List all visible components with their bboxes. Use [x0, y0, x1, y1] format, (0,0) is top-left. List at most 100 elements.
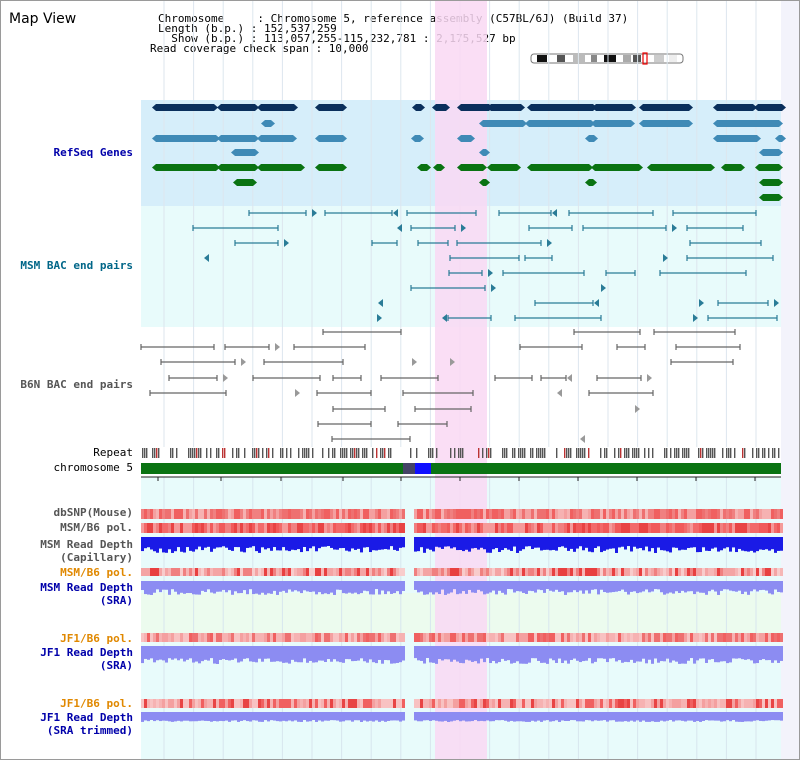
depth-bar — [681, 712, 684, 721]
depth-bar — [465, 712, 468, 722]
depth-bar — [381, 712, 384, 721]
heat-cell — [450, 633, 453, 642]
heat-cell — [222, 699, 225, 708]
heat-cell — [660, 633, 663, 642]
depth-bar — [477, 581, 480, 590]
repeat-mark — [256, 448, 258, 458]
msm-b6-pol-label[interactable]: MSM/B6 pol. — [60, 521, 133, 534]
msm-b6-pol-label-2[interactable]: MSM/B6 pol. — [60, 566, 133, 579]
heat-cell — [156, 509, 159, 519]
heat-cell — [636, 699, 639, 708]
depth-bar — [486, 712, 489, 721]
heat-cell — [141, 523, 144, 533]
heat-cell — [192, 523, 195, 533]
depth-bar — [261, 712, 264, 722]
repeat-mark — [280, 448, 282, 458]
heat-cell — [777, 699, 780, 708]
heat-cell — [720, 568, 723, 576]
heat-cell — [360, 699, 363, 708]
depth-bar — [315, 712, 318, 722]
depth-bar — [396, 581, 399, 592]
heat-cell — [291, 699, 294, 708]
heat-cell — [387, 633, 390, 642]
msm-bac-label[interactable]: MSM BAC end pairs — [20, 259, 133, 272]
heat-cell — [759, 633, 762, 642]
jf1-pol-label-2[interactable]: JF1/B6 pol. — [60, 697, 133, 710]
gene-arrow — [217, 135, 221, 142]
heat-cell — [543, 633, 546, 642]
depth-bar — [570, 581, 573, 593]
depth-bar — [699, 712, 702, 722]
heat-cell — [723, 633, 726, 642]
heat-cell — [696, 509, 699, 519]
depth-bar — [504, 646, 507, 661]
depth-bar — [228, 646, 231, 661]
depth-bar — [192, 581, 195, 595]
heat-cell — [639, 568, 642, 576]
jf1-depth-sub: (SRA) — [99, 659, 133, 672]
heat-cell — [450, 568, 453, 576]
depth-bar — [369, 537, 372, 553]
heat-cell — [474, 523, 477, 533]
heat-cell — [303, 523, 306, 533]
chromosome-ideogram[interactable] — [529, 52, 687, 66]
depth-bar — [765, 581, 768, 591]
depth-bar — [579, 646, 582, 663]
heat-cell — [630, 523, 633, 533]
heat-cell — [459, 568, 462, 576]
msm-depth-capillary-label[interactable]: MSM Read Depth — [40, 538, 133, 551]
repeat-label[interactable]: Repeat — [93, 446, 133, 459]
heat-cell — [417, 633, 420, 642]
heat-cell — [579, 568, 582, 576]
heat-cell — [444, 699, 447, 708]
jf1-depth-label[interactable]: JF1 Read Depth — [40, 646, 133, 659]
depth-bar — [162, 712, 165, 721]
heat-cell — [771, 509, 774, 519]
depth-bar — [510, 537, 513, 551]
heat-cell — [705, 509, 708, 519]
heat-cell — [294, 699, 297, 708]
heat-cell — [672, 633, 675, 642]
heat-cell — [216, 633, 219, 642]
depth-bar — [462, 712, 465, 721]
b6n-bac-label[interactable]: B6N BAC end pairs — [20, 378, 133, 391]
heat-cell — [537, 523, 540, 533]
heat-cell — [162, 699, 165, 708]
bac-end-marker — [491, 284, 496, 292]
heat-cell — [276, 568, 279, 576]
heat-cell — [303, 568, 306, 576]
depth-bar — [375, 646, 378, 664]
repeat-mark — [190, 448, 192, 458]
heat-cell — [258, 509, 261, 519]
heat-cell — [369, 523, 372, 533]
jf1-trimmed-label[interactable]: JF1 Read Depth — [40, 711, 133, 724]
repeat-mark — [156, 448, 158, 458]
heat-cell — [207, 523, 210, 533]
heat-cell — [780, 523, 783, 533]
heat-cell — [720, 509, 723, 519]
dbsnp-label[interactable]: dbSNP(Mouse) — [53, 506, 133, 519]
chromosome-label[interactable]: chromosome 5 — [53, 461, 133, 474]
msm-depth-sra-label[interactable]: MSM Read Depth — [40, 581, 133, 594]
gene-block — [156, 164, 216, 171]
jf1-pol-label[interactable]: JF1/B6 pol. — [60, 632, 133, 645]
heat-cell — [663, 699, 666, 708]
depth-bar — [705, 712, 708, 721]
heat-cell — [534, 633, 537, 642]
repeat-mark — [490, 448, 492, 458]
depth-bar — [345, 537, 348, 551]
repeat-mark — [512, 448, 514, 458]
depth-bar — [234, 581, 237, 592]
heat-cell — [186, 699, 189, 708]
heat-cell — [372, 699, 375, 708]
depth-bar — [693, 537, 696, 548]
depth-bar — [513, 537, 516, 547]
heat-cell — [741, 523, 744, 533]
heat-cell — [150, 633, 153, 642]
refseq-genes-label[interactable]: RefSeq Genes — [53, 146, 133, 159]
depth-bar — [399, 646, 402, 663]
heat-cell — [321, 568, 324, 576]
heat-cell — [552, 568, 555, 576]
